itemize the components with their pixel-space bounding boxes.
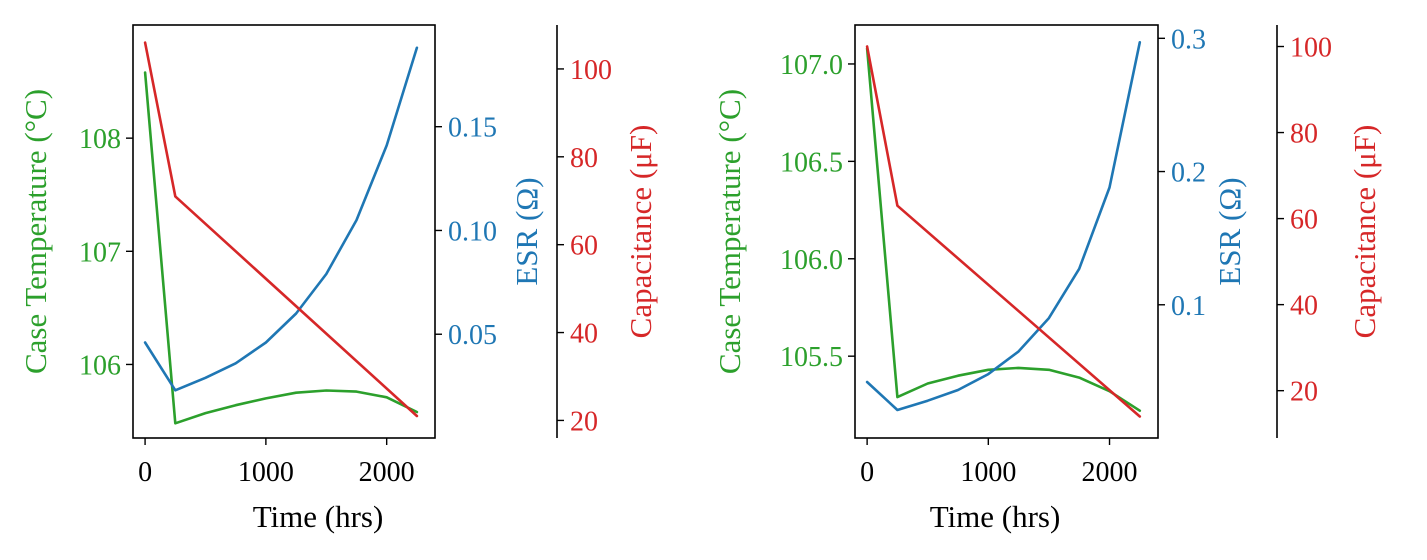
capacitance-tick-label: 60 <box>1290 205 1318 236</box>
temperature-tick-label: 107.0 <box>780 50 843 81</box>
capacitance-tick-label: 100 <box>570 55 612 86</box>
esr-series-line <box>143 46 419 392</box>
capacitance-tick-label: 40 <box>570 319 598 350</box>
capacitance-axis-label: Capacitance (μF) <box>623 125 658 339</box>
x-tick-label: 2000 <box>359 457 415 488</box>
temperature-series-line <box>865 47 1142 413</box>
esr-axis-label: ESR (Ω) <box>509 177 544 285</box>
esr-axis-label: ESR (Ω) <box>1212 177 1247 285</box>
x-axis-label: Time (hrs) <box>930 499 1061 534</box>
x-axis-label: Time (hrs) <box>253 499 384 534</box>
x-tick-label: 1000 <box>238 457 294 488</box>
esr-tick-label: 0.2 <box>1171 158 1206 189</box>
temperature-tick-label: 106 <box>79 350 121 381</box>
plot-frame <box>132 24 436 439</box>
capacitance-tick-label: 80 <box>1290 119 1318 150</box>
capacitance-tick-label: 60 <box>570 231 598 262</box>
esr-tick-label: 0.05 <box>448 320 497 351</box>
plot-frame <box>854 24 1159 439</box>
temperature-tick-label: 105.5 <box>780 342 843 373</box>
esr-tick-label: 0.1 <box>1171 291 1206 322</box>
esr-tick-label: 0.3 <box>1171 24 1206 55</box>
temperature-tick-label: 107 <box>79 237 121 268</box>
chart-panel-1: 0 1000 2000 Time (hrs) 106 107 108 Case Tempera… <box>18 24 658 534</box>
temperature-axis-label: Case Temperature (°C) <box>18 89 53 374</box>
capacitance-tick-label: 20 <box>570 406 598 437</box>
temperature-tick-label: 106.5 <box>780 147 843 178</box>
chart-panel-2: 0 1000 2000 Time (hrs) 105.5 106.0 106.5 107.0 C… <box>712 24 1382 534</box>
x-tick-label: 2000 <box>1082 457 1138 488</box>
temperature-axis-label: Case Temperature (°C) <box>712 89 747 374</box>
temperature-series-line <box>143 71 419 425</box>
x-tick-label: 0 <box>860 457 874 488</box>
capacitance-axis-label: Capacitance (μF) <box>1347 125 1382 339</box>
esr-tick-label: 0.10 <box>448 216 497 247</box>
capacitance-tick-label: 40 <box>1290 291 1318 322</box>
x-tick-label: 1000 <box>960 457 1016 488</box>
capacitance-tick-label: 100 <box>1290 33 1332 64</box>
x-tick-label: 0 <box>138 457 152 488</box>
capacitance-series-line <box>865 45 1142 418</box>
capacitance-tick-label: 80 <box>570 143 598 174</box>
temperature-tick-label: 106.0 <box>780 245 843 276</box>
temperature-tick-label: 108 <box>79 124 121 155</box>
esr-series-line <box>865 40 1142 412</box>
esr-tick-label: 0.15 <box>448 113 497 144</box>
capacitance-tick-label: 20 <box>1290 377 1318 408</box>
capacitance-series-line <box>143 41 419 418</box>
